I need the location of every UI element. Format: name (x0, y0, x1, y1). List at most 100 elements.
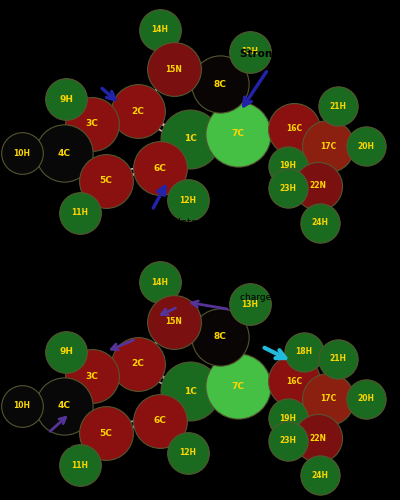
Text: electron exchange path: electron exchange path (16, 318, 123, 326)
Text: 17C: 17C (320, 394, 336, 403)
Point (285, 162, 291, 170)
Text: 13H: 13H (242, 300, 258, 309)
Text: 8C: 8C (214, 80, 226, 88)
Text: 5C: 5C (100, 428, 112, 438)
Text: 15N: 15N (166, 318, 182, 326)
Text: Weak Bond  Interaction: Weak Bond Interaction (28, 64, 142, 74)
Text: 10H: 10H (14, 402, 30, 410)
Point (247, 48, 253, 56)
Point (61, 402, 67, 410)
Text: 23H: 23H (280, 184, 296, 192)
Point (335, 355, 341, 363)
Point (291, 124, 297, 132)
Text: 9H: 9H (59, 94, 73, 104)
Text: 12H: 12H (180, 196, 196, 205)
Text: 3C: 3C (86, 372, 98, 381)
Text: 7C: 7C (232, 129, 244, 138)
Text: 21H: 21H (330, 102, 346, 111)
Point (325, 142, 331, 150)
Point (77, 209, 83, 217)
Point (317, 219, 323, 227)
Point (315, 182, 321, 190)
Point (135, 108, 141, 116)
Point (19, 402, 25, 410)
Text: 6C: 6C (154, 416, 166, 426)
Text: 17C: 17C (320, 142, 336, 150)
Point (363, 394, 369, 402)
Text: 3C: 3C (86, 119, 98, 128)
Point (61, 150, 67, 158)
Point (335, 102, 341, 110)
Text: 11H: 11H (72, 461, 88, 470)
Point (235, 130, 241, 138)
Text: 18H: 18H (296, 347, 312, 356)
Point (217, 80, 223, 88)
Point (217, 332, 223, 340)
Point (185, 196, 191, 204)
Point (157, 164, 163, 172)
Point (247, 300, 253, 308)
Text: 6C: 6C (154, 164, 166, 173)
Text: 21H: 21H (330, 354, 346, 364)
Text: 16C: 16C (286, 124, 302, 133)
Point (291, 377, 297, 385)
Text: 1C: 1C (184, 386, 196, 396)
Point (235, 382, 241, 390)
Point (103, 176, 109, 184)
Text: 14H: 14H (152, 25, 168, 34)
Text: 10H: 10H (14, 149, 30, 158)
Text: 20H: 20H (358, 142, 374, 150)
Text: 14H: 14H (152, 278, 168, 286)
Text: 13H: 13H (242, 48, 258, 56)
Text: charge depletion zone: charge depletion zone (240, 292, 342, 302)
Point (89, 120, 95, 128)
Text: 2C: 2C (132, 360, 144, 368)
Text: 8C: 8C (214, 332, 226, 341)
Point (317, 471, 323, 479)
Text: 7C: 7C (232, 382, 244, 390)
Text: 22N: 22N (310, 434, 326, 442)
Text: 23H: 23H (280, 436, 296, 445)
Point (301, 348, 307, 356)
Point (285, 184, 291, 192)
Text: 4C: 4C (58, 149, 70, 158)
Point (103, 429, 109, 437)
Point (185, 449, 191, 457)
Text: Weak Bond Interaction: Weak Bond Interaction (120, 218, 231, 228)
Point (285, 436, 291, 444)
Point (77, 462, 83, 469)
Text: 24H: 24H (312, 218, 328, 227)
Point (135, 360, 141, 368)
Text: Strong Bond Interaction: Strong Bond Interaction (240, 50, 382, 59)
Text: 9H: 9H (59, 347, 73, 356)
Point (157, 278, 163, 286)
Text: 20H: 20H (358, 394, 374, 403)
Point (19, 150, 25, 158)
Point (187, 134, 193, 142)
Point (171, 318, 177, 326)
Text: 4C: 4C (58, 402, 70, 410)
Text: 1C: 1C (184, 134, 196, 143)
Point (89, 372, 95, 380)
Text: 19H: 19H (280, 414, 296, 423)
Point (171, 66, 177, 74)
Point (63, 95, 69, 103)
Text: 19H: 19H (280, 162, 296, 170)
Point (63, 348, 69, 356)
Point (363, 142, 369, 150)
Text: 22N: 22N (310, 181, 326, 190)
Text: Neutral atom: Neutral atom (12, 441, 71, 450)
Point (315, 434, 321, 442)
Text: 24H: 24H (312, 471, 328, 480)
Point (325, 394, 331, 402)
Text: 5C: 5C (100, 176, 112, 185)
Text: 2C: 2C (132, 107, 144, 116)
Point (157, 26, 163, 34)
Point (285, 414, 291, 422)
Point (187, 387, 193, 395)
Text: 16C: 16C (286, 376, 302, 386)
Text: 12H: 12H (180, 448, 196, 458)
Text: 15N: 15N (166, 65, 182, 74)
Text: 11H: 11H (72, 208, 88, 218)
Point (157, 417, 163, 425)
